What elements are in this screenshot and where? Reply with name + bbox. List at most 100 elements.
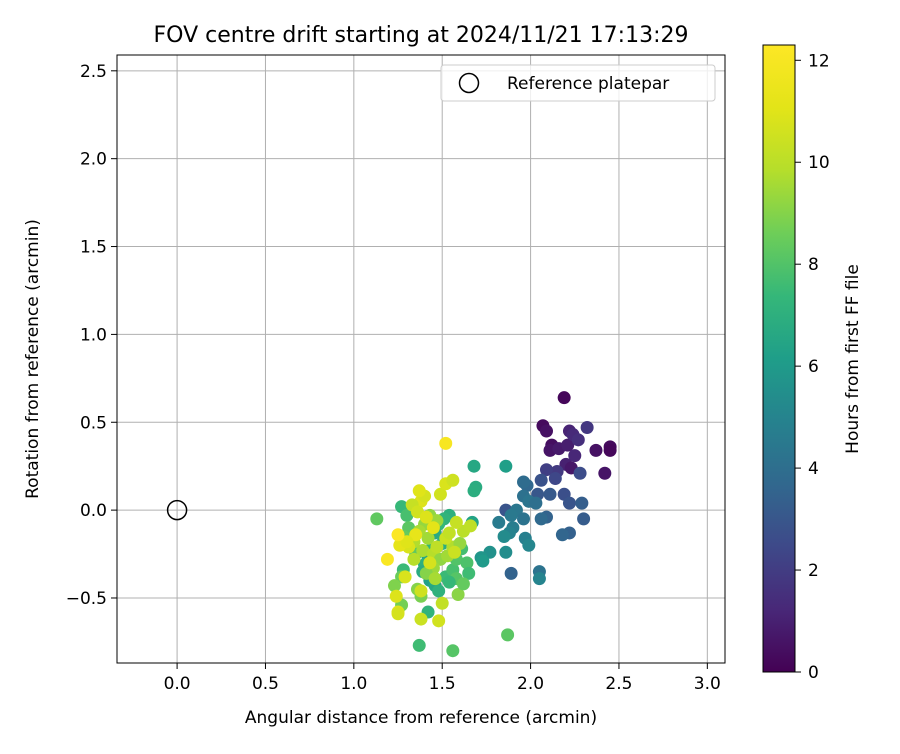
data-point (419, 510, 433, 524)
data-point (414, 612, 428, 626)
data-point (449, 515, 463, 529)
data-point (439, 436, 453, 450)
data-point (577, 512, 591, 526)
x-tick-label: 0.0 (164, 674, 191, 694)
y-tick-label: 0.5 (80, 413, 107, 433)
data-point (557, 391, 571, 405)
data-point (539, 463, 553, 477)
x-tick-label: 3.0 (694, 674, 721, 694)
data-point (492, 515, 506, 529)
y-tick-label: 0.0 (80, 501, 107, 521)
data-point (504, 566, 518, 580)
data-point (409, 528, 423, 542)
legend-entry-reference: Reference platepar (507, 74, 669, 94)
data-point (499, 545, 513, 559)
data-point (407, 552, 421, 566)
y-tick-label: 1.5 (80, 238, 107, 258)
colorbar-tick-label: 8 (808, 255, 819, 275)
colorbar-tick-label: 0 (808, 663, 819, 683)
reference-platepar-marker (166, 499, 188, 521)
data-point (442, 526, 456, 540)
x-tick-label: 0.5 (252, 674, 279, 694)
legend: Reference platepar (440, 64, 716, 102)
y-axis-label: Rotation from reference (arcmin) (23, 219, 43, 499)
y-tick-label: 2.5 (80, 62, 107, 82)
colorbar-label: Hours from first FF file (843, 264, 863, 454)
plot-frame (116, 54, 726, 664)
colorbar: 0 2 4 6 8 10 12 Hours from first FF file (762, 44, 863, 683)
data-point (534, 512, 548, 526)
colorbar-tick-label: 6 (808, 357, 819, 377)
data-point (391, 607, 405, 621)
data-point (400, 508, 414, 522)
data-point (456, 577, 470, 591)
chart-title: FOV centre drift starting at 2024/11/21 … (154, 23, 689, 48)
colorbar-ticks: 0 2 4 6 8 10 12 (795, 51, 830, 683)
colorbar-tick-label: 10 (808, 153, 830, 173)
data-point (517, 475, 531, 489)
data-point (442, 575, 456, 589)
data-point (414, 584, 428, 598)
data-point (573, 466, 587, 480)
data-point (497, 529, 511, 543)
data-point (446, 644, 460, 658)
data-point (598, 466, 612, 480)
y-tick-label: −0.5 (66, 589, 107, 609)
data-point (412, 638, 426, 652)
data-point (561, 438, 575, 452)
x-axis-ticks: 0.0 0.5 1.0 1.5 2.0 2.5 3.0 (164, 663, 721, 694)
data-point (575, 496, 589, 510)
data-point (603, 443, 617, 457)
data-point (400, 535, 414, 549)
colorbar-tick-label: 12 (808, 51, 830, 71)
x-tick-label: 2.0 (517, 674, 544, 694)
data-point (467, 459, 481, 473)
y-axis-ticks: −0.5 0.0 0.5 1.0 1.5 2.0 2.5 (66, 62, 117, 609)
data-point (451, 587, 465, 601)
y-tick-label: 2.0 (80, 150, 107, 170)
data-point (529, 496, 543, 510)
x-tick-label: 1.5 (429, 674, 456, 694)
data-point (387, 579, 401, 593)
data-point (428, 572, 442, 586)
data-point (476, 554, 490, 568)
data-point (522, 538, 536, 552)
data-point (398, 570, 412, 584)
x-axis-label: Angular distance from reference (arcmin) (245, 708, 597, 728)
data-point (446, 473, 460, 487)
data-point (432, 584, 446, 598)
colorbar-gradient (762, 44, 796, 673)
colorbar-tick-label: 4 (808, 459, 819, 479)
data-point (412, 484, 426, 498)
legend-box (440, 64, 716, 102)
data-point (423, 556, 437, 570)
data-point (430, 540, 444, 554)
data-point (435, 596, 449, 610)
data-point (467, 484, 481, 498)
data-point (543, 487, 557, 501)
y-tick-label: 1.0 (80, 325, 107, 345)
colorbar-tick-label: 2 (808, 561, 819, 581)
data-point (580, 421, 594, 435)
data-point (548, 471, 562, 485)
data-point (539, 424, 553, 438)
data-point (448, 545, 462, 559)
data-point (462, 566, 476, 580)
data-point (517, 512, 531, 526)
data-point (389, 589, 403, 603)
x-tick-label: 2.5 (605, 674, 632, 694)
data-point (555, 528, 569, 542)
data-point (568, 449, 582, 463)
data-point (391, 528, 405, 542)
data-point (463, 519, 477, 533)
data-point (433, 487, 447, 501)
data-point (532, 572, 546, 586)
x-tick-label: 1.0 (340, 674, 367, 694)
data-point (460, 556, 474, 570)
legend-marker-icon (458, 72, 480, 94)
data-point (416, 544, 430, 558)
data-point (499, 459, 513, 473)
data-point (432, 614, 446, 628)
data-point (534, 473, 548, 487)
